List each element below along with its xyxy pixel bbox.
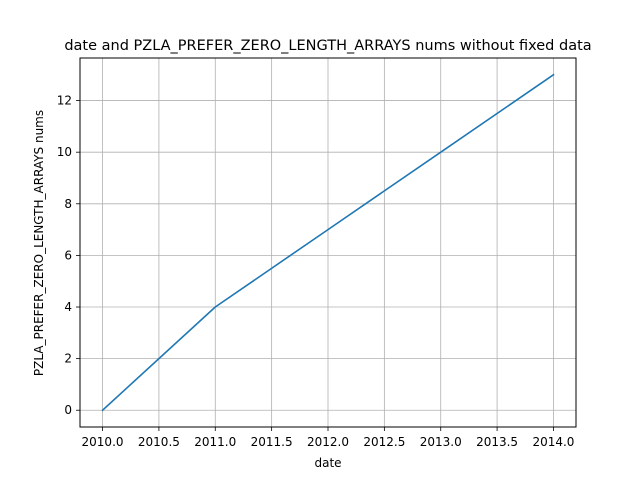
x-tick-label: 2010.0 <box>82 435 124 449</box>
y-axis-label: PZLA_PREFER_ZERO_LENGTH_ARRAYS nums <box>32 110 46 376</box>
x-tick-label: 2013.5 <box>476 435 518 449</box>
y-tick-label: 6 <box>64 248 72 262</box>
series-line <box>101 73 555 412</box>
grid-lines <box>80 58 576 427</box>
x-tick-label: 2012.5 <box>363 435 405 449</box>
x-tick-label: 2014.0 <box>532 435 574 449</box>
series-lines <box>101 73 555 412</box>
y-tick-label: 12 <box>57 94 72 108</box>
x-tick-label: 2010.5 <box>138 435 180 449</box>
y-axis-ticks: 0 2 4 6 8 10 12 <box>57 94 80 417</box>
y-tick-label: 8 <box>64 197 72 211</box>
y-tick-label: 0 <box>64 403 72 417</box>
y-tick-label: 10 <box>57 145 72 159</box>
y-tick-label: 4 <box>64 300 72 314</box>
x-tick-label: 2012.0 <box>307 435 349 449</box>
y-tick-label: 2 <box>64 352 72 366</box>
x-tick-label: 2013.0 <box>420 435 462 449</box>
x-tick-label: 2011.0 <box>194 435 236 449</box>
chart-title: date and PZLA_PREFER_ZERO_LENGTH_ARRAYS … <box>64 38 591 54</box>
x-tick-label: 2011.5 <box>251 435 293 449</box>
x-axis-ticks: 2010.0 2010.5 2011.0 2011.5 2012.0 2012.5 2013… <box>82 427 574 449</box>
x-axis-label: date <box>314 456 341 470</box>
